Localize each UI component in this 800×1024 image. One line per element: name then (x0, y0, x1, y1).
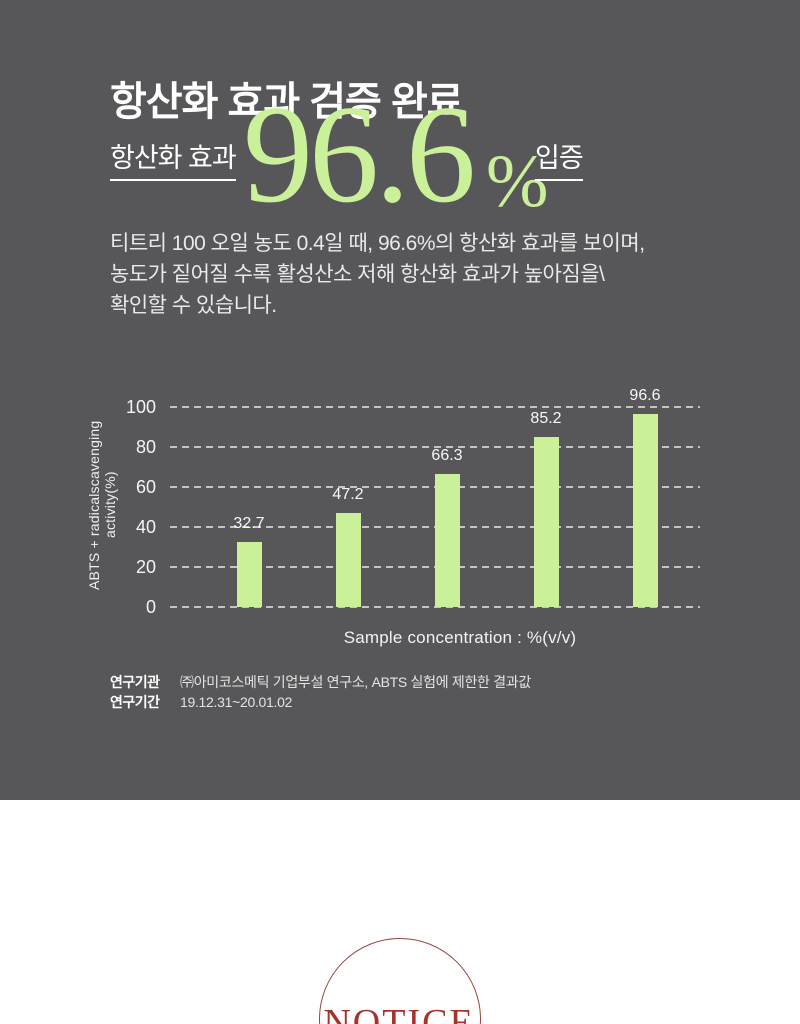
description-line-3: 확인할 수 있습니다. (110, 294, 277, 317)
research-institution-row: 연구기관 ㈜아미코스메틱 기업부설 연구소, ABTS 실험에 제한한 결과값 (110, 672, 531, 692)
antioxidant-result-section: 항산화 효과 검증 완료 항산화 효과 96.6 % 입증 티트리 100 오일… (0, 0, 800, 800)
bar-value-label: 66.3 (431, 447, 463, 465)
headline-percentage-value: 96.6 (243, 77, 476, 232)
y-tick-label: 60 (135, 477, 156, 497)
chart-y-axis-title: ABTS + radicalscavenging activity(%) (86, 420, 118, 590)
gridline (170, 406, 700, 408)
bar-value-label: 32.7 (233, 514, 265, 532)
notice-section: NOTICE (0, 800, 800, 1024)
bar (434, 474, 460, 607)
bar-value-label: 96.6 (629, 386, 661, 404)
notice-heading: NOTICE (323, 1002, 475, 1024)
y-tick-label: 100 (125, 397, 156, 417)
headline-label-right: 입증 (535, 143, 584, 182)
y-tick-label: 0 (145, 597, 156, 617)
page-title: 항산화 효과 검증 완료 (110, 79, 464, 124)
bar (533, 436, 559, 607)
chart-plot-area: 0 20 40 60 80 100 32.7 47.2 66.3 85.2 96.6 (126, 387, 700, 617)
research-period-value: 19.12.31~20.01.02 (180, 694, 293, 710)
bar-value-label: 85.2 (530, 409, 562, 427)
research-period-row: 연구기간 19.12.31~20.01.02 (110, 692, 292, 712)
research-institution-label: 연구기관 (110, 674, 160, 690)
description-paragraph: 티트리 100 오일 농도 0.4일 때, 96.6%의 항산화 효과를 보이며… (110, 228, 645, 321)
gridline (170, 606, 700, 608)
y-tick-label: 20 (135, 557, 156, 577)
y-tick-label: 40 (135, 517, 156, 537)
bar-value-label: 47.2 (332, 485, 364, 503)
bar (236, 541, 262, 607)
description-line-2: 농도가 짙어질 수록 활성산소 저해 항산화 효과가 높아짐을\ (110, 263, 605, 286)
bar (335, 512, 361, 607)
headline-percent-sign: % (486, 140, 549, 223)
bar (632, 413, 658, 607)
gridline (170, 446, 700, 448)
research-institution-value: ㈜아미코스메틱 기업부설 연구소, ABTS 실험에 제한한 결과값 (180, 674, 531, 690)
description-line-1: 티트리 100 오일 농도 0.4일 때, 96.6%의 항산화 효과를 보이며… (110, 232, 645, 255)
headline-label-left: 항산화 효과 (110, 143, 237, 182)
y-tick-label: 80 (135, 437, 156, 457)
research-period-label: 연구기간 (110, 694, 160, 710)
chart-x-axis-title: Sample concentration : %(v/v) (343, 628, 577, 647)
